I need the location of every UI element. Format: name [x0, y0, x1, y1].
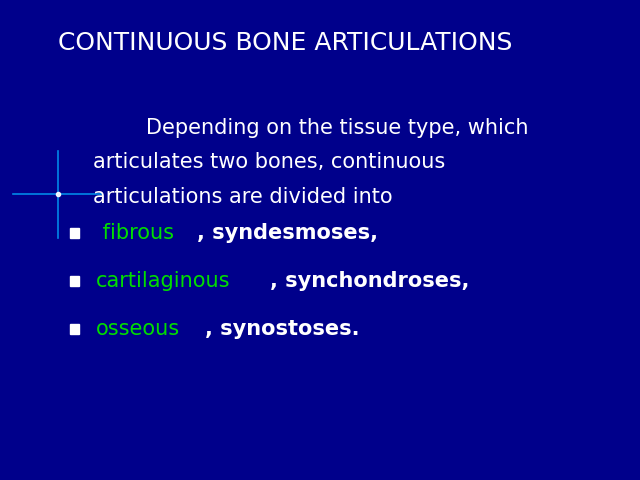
Text: , synostoses.: , synostoses.: [205, 319, 359, 339]
FancyBboxPatch shape: [70, 228, 79, 238]
FancyBboxPatch shape: [70, 324, 79, 334]
Text: fibrous: fibrous: [96, 223, 174, 243]
Text: cartilaginous: cartilaginous: [96, 271, 230, 291]
FancyBboxPatch shape: [70, 276, 79, 286]
Text: Depending on the tissue type, which: Depending on the tissue type, which: [93, 118, 528, 138]
Text: CONTINUOUS BONE ARTICULATIONS: CONTINUOUS BONE ARTICULATIONS: [58, 31, 512, 55]
Text: articulates two bones, continuous: articulates two bones, continuous: [93, 152, 445, 172]
Text: , syndesmoses,: , syndesmoses,: [196, 223, 378, 243]
Text: osseous: osseous: [96, 319, 180, 339]
Text: articulations are divided into: articulations are divided into: [93, 187, 392, 207]
Text: , synchondroses,: , synchondroses,: [269, 271, 469, 291]
